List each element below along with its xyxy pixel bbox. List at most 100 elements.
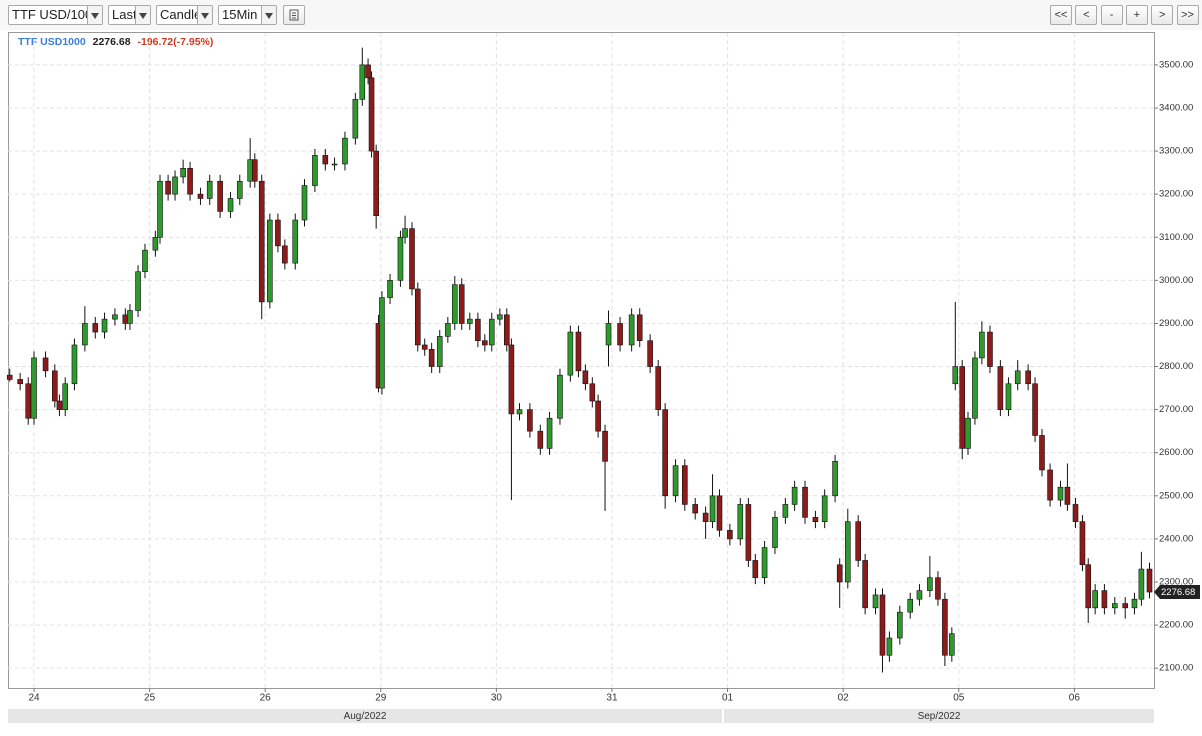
- x-tick-label: 01: [722, 693, 734, 704]
- nav-button[interactable]: <: [1075, 5, 1098, 25]
- nav-button[interactable]: <<: [1050, 5, 1072, 25]
- candle-body: [692, 504, 699, 514]
- candle-body: [331, 163, 338, 166]
- candle-body: [217, 180, 223, 212]
- candle-body: [557, 374, 563, 419]
- interval-select[interactable]: 15Min: [218, 5, 277, 25]
- candle-body: [907, 598, 914, 613]
- icon-frame: [289, 9, 299, 21]
- dropdown-arrow: [135, 6, 150, 24]
- nav-button[interactable]: +: [1125, 5, 1148, 25]
- candle-body: [368, 77, 375, 152]
- candle-body: [414, 288, 421, 346]
- candle-body: [275, 219, 281, 247]
- header-symbol: TTF USD1000: [18, 36, 86, 48]
- candle-body: [503, 314, 510, 346]
- candle-body: [247, 159, 253, 182]
- candle-body: [605, 323, 612, 346]
- candle-body: [379, 297, 385, 389]
- select-text: 15Min: [222, 7, 258, 22]
- candle-body: [682, 465, 688, 505]
- candle-body: [745, 504, 752, 561]
- x-tick-label: 05: [953, 693, 965, 704]
- candle-body: [1064, 486, 1071, 505]
- candle-body: [1014, 370, 1021, 385]
- candle-body: [812, 517, 819, 522]
- nav-button[interactable]: >: [1151, 5, 1174, 25]
- candle-body: [959, 366, 966, 449]
- candle-body: [458, 284, 465, 324]
- candle-body: [1057, 486, 1064, 501]
- candle-body: [897, 611, 903, 639]
- nav-button[interactable]: -: [1100, 5, 1123, 25]
- candle-body: [258, 180, 265, 303]
- nav-button[interactable]: >>: [1176, 5, 1199, 25]
- candle-body: [1005, 383, 1012, 410]
- candle-body: [322, 155, 329, 165]
- y-tick-label: 3400.00: [1159, 102, 1193, 113]
- candle-body: [836, 564, 843, 583]
- y-tick-label: 3300.00: [1159, 146, 1193, 157]
- candle-body: [127, 310, 133, 324]
- candle-body: [821, 495, 828, 522]
- x-tick-label: 30: [491, 693, 503, 704]
- candle-body: [436, 336, 443, 367]
- dropdown-arrow: [197, 6, 212, 24]
- candle-body: [716, 495, 723, 531]
- price-field-select[interactable]: Last: [108, 5, 151, 25]
- candle-body: [172, 176, 178, 195]
- chart-header: TTF USD1000 2276.68 -196.72(-7.95%): [18, 36, 213, 48]
- candle-body: [387, 280, 393, 298]
- x-tick-label: 06: [1069, 693, 1081, 704]
- chart-style-select[interactable]: Candle: [156, 5, 213, 25]
- candle-body: [466, 318, 473, 324]
- candle-body: [1112, 603, 1118, 609]
- candle-body: [1146, 568, 1153, 593]
- candle-body: [82, 323, 88, 346]
- candle-body: [373, 150, 379, 217]
- candle-body: [972, 357, 978, 419]
- candle-body: [575, 331, 582, 372]
- candle-body: [1039, 435, 1045, 471]
- axes: 2100.00 2200.00 2300.00 2400.00 2500.00 2600.…: [28, 59, 1200, 704]
- symbol-select[interactable]: TTF USD/100: [8, 5, 103, 25]
- candle-body: [655, 366, 662, 410]
- month-band: [8, 709, 722, 723]
- candle-body: [527, 409, 533, 432]
- candle-body: [935, 577, 941, 600]
- y-tick-label: 2500.00: [1159, 490, 1193, 501]
- candle-body: [6, 374, 13, 380]
- dropdown-arrow: [87, 6, 102, 24]
- candle-body: [101, 318, 108, 333]
- candle-body: [772, 517, 778, 548]
- plot-area: [8, 32, 1155, 689]
- candle-body: [165, 180, 171, 195]
- candle-body: [31, 357, 37, 419]
- candle-body: [1092, 590, 1098, 609]
- candle-body: [647, 340, 653, 367]
- y-tick-label: 2600.00: [1159, 447, 1193, 458]
- candle-body: [791, 486, 798, 505]
- candle-body: [445, 323, 451, 337]
- select-text: TTF USD/100: [12, 7, 93, 22]
- candle-body: [987, 331, 993, 367]
- candle-body: [872, 594, 879, 609]
- candle-body: [342, 137, 348, 165]
- candle-body: [997, 366, 1004, 410]
- candle-body: [952, 366, 959, 385]
- candle-body: [142, 249, 148, 273]
- settings-button[interactable]: [283, 5, 305, 25]
- candle-body: [397, 236, 404, 281]
- candle-body: [1131, 598, 1138, 609]
- x-tick-label: 26: [260, 693, 272, 704]
- y-tick-label: 2900.00: [1159, 318, 1193, 329]
- candle-body: [421, 344, 428, 350]
- candle-body: [206, 180, 213, 199]
- candle-body: [135, 271, 141, 311]
- candle-body: [312, 155, 318, 186]
- candle-body: [451, 284, 458, 324]
- candle-body: [927, 577, 933, 591]
- candle-body: [1072, 504, 1079, 522]
- candle-body: [482, 340, 488, 346]
